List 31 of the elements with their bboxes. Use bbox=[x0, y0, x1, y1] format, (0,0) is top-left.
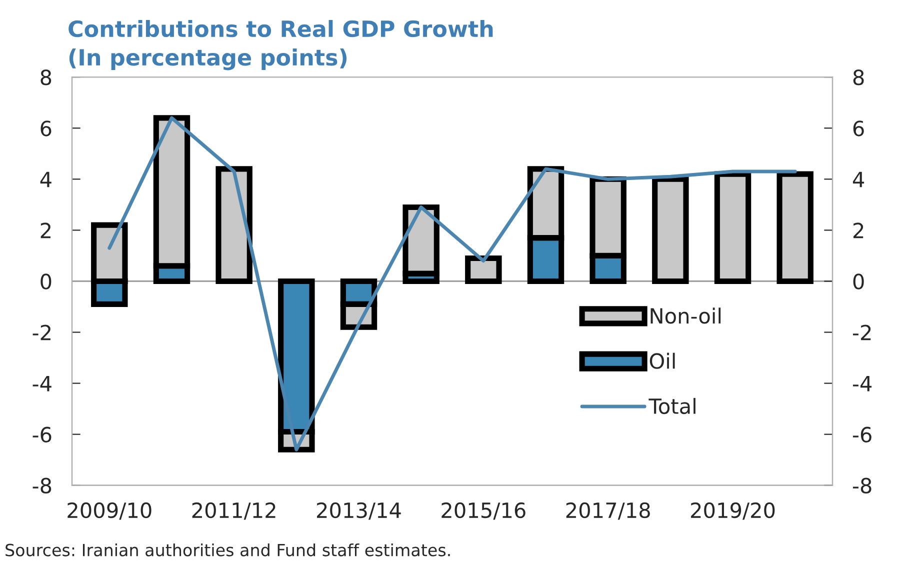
y2-tick-label: 6 bbox=[853, 120, 864, 136]
x-tick-label: 2017/18 bbox=[566, 502, 650, 520]
legend-label: Non-oil bbox=[650, 308, 721, 324]
y-tick-label: 0 bbox=[40, 274, 52, 290]
y2-tick-label: 8 bbox=[853, 70, 864, 86]
y-tick-label: 8 bbox=[40, 70, 52, 86]
y2-tick-label: 2 bbox=[853, 222, 864, 238]
y-tick-label: -6 bbox=[32, 426, 52, 443]
y-tick-label: -8 bbox=[32, 478, 52, 494]
x-tick-label: 2013/14 bbox=[317, 502, 401, 520]
y-tick-label: -2 bbox=[32, 324, 50, 340]
x-tick-label: 2019/20 bbox=[691, 502, 775, 520]
y2-tick-label: -4 bbox=[852, 376, 872, 392]
y2-tick-label: -2 bbox=[852, 324, 871, 340]
y2-tick-label: 0 bbox=[853, 274, 864, 290]
chart-title: Contributions to Real GDP Growth bbox=[68, 20, 493, 38]
legend-label: Total bbox=[648, 398, 696, 414]
x-tick-label: 2015/16 bbox=[442, 502, 526, 520]
y-tick-label: -4 bbox=[32, 376, 52, 392]
legend-label: Oil bbox=[650, 352, 675, 369]
x-tick-label: 2011/12 bbox=[192, 502, 276, 520]
y2-tick-label: 4 bbox=[852, 172, 864, 188]
chart-subtitle: (In percentage points) bbox=[69, 48, 347, 70]
y-tick-label: 2 bbox=[40, 222, 50, 238]
line-series bbox=[108, 116, 797, 452]
y2-tick-label: -6 bbox=[852, 426, 872, 443]
source-note: Sources: Iranian authorities and Fund staff estimates. bbox=[6, 543, 450, 556]
y-tick-label: 4 bbox=[40, 172, 52, 188]
x-tick-label: 2009/10 bbox=[68, 502, 152, 520]
y-tick-label: 6 bbox=[40, 120, 52, 136]
y2-tick-label: -8 bbox=[852, 478, 872, 494]
